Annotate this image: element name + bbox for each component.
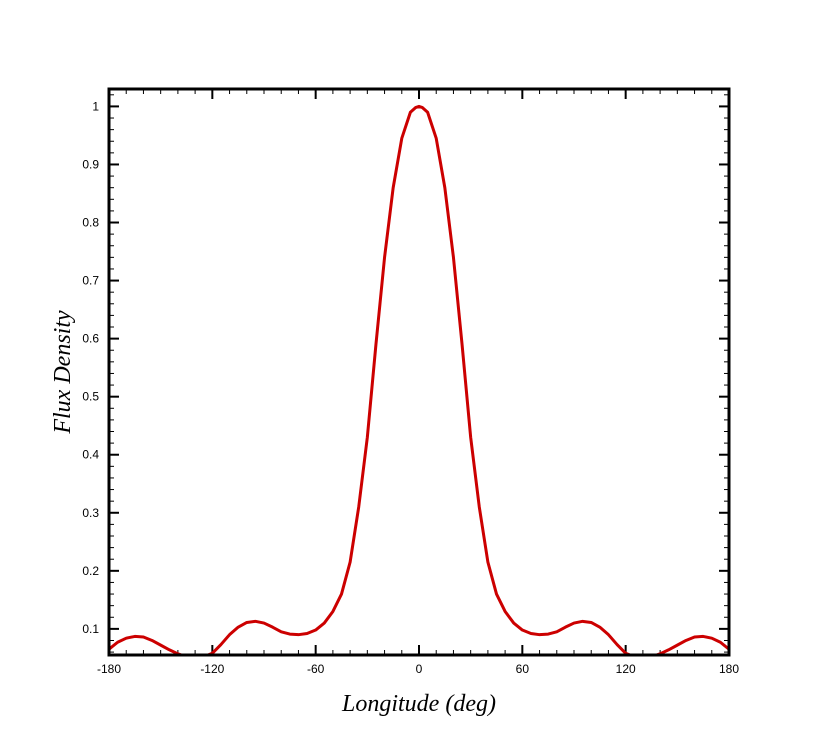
labels-layer: -180 -120 -60 0 60 120 180 0.1 0.2 0.3 0.4 0.5 0.6 0.… xyxy=(82,99,739,676)
x-tick-label: 120 xyxy=(616,662,636,676)
x-axis-title: Longitude (deg) xyxy=(341,691,496,717)
y-tick-label: 0.6 xyxy=(82,332,99,346)
y-tick-label: 0.7 xyxy=(82,274,99,288)
x-tick-label: 0 xyxy=(416,662,423,676)
y-tick-label: 0.4 xyxy=(82,448,99,462)
x-tick-label: 60 xyxy=(516,662,530,676)
y-tick-label: 0.8 xyxy=(82,216,99,230)
y-tick-label: 0.9 xyxy=(82,157,99,171)
y-tick-label: 0.3 xyxy=(82,506,99,520)
y-tick-label: 1 xyxy=(92,99,99,113)
y-tick-label: 0.2 xyxy=(82,564,99,578)
series-line xyxy=(109,104,729,655)
x-tick-label: -120 xyxy=(200,662,224,676)
y-axis-title: Flux Density xyxy=(50,310,76,435)
x-tick-label: -180 xyxy=(97,662,121,676)
x-tick-label: -60 xyxy=(307,662,325,676)
plot-area xyxy=(109,104,729,655)
y-tick-label: 0.1 xyxy=(82,622,99,636)
plot-frame xyxy=(107,87,731,657)
x-tick-label: 180 xyxy=(719,662,739,676)
y-tick-label: 0.5 xyxy=(82,390,99,404)
ticks-layer xyxy=(108,89,730,655)
